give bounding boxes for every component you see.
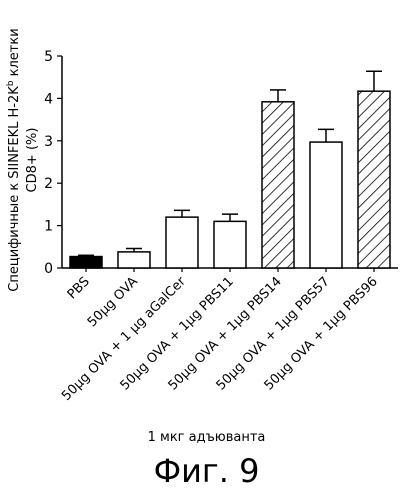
bar bbox=[309, 141, 343, 269]
y-tick-label: 0 bbox=[44, 261, 53, 277]
y-tick-label: 1 bbox=[44, 219, 53, 235]
bars bbox=[69, 70, 391, 269]
bar bbox=[117, 251, 151, 269]
bar bbox=[69, 255, 103, 269]
bar bbox=[357, 90, 391, 269]
y-tick-label: 4 bbox=[44, 91, 53, 107]
y-axis-label-line2: CD8+ (%) bbox=[25, 128, 40, 193]
x-tick-label: PBS bbox=[65, 274, 93, 302]
x-axis-label: 1 мкг адъюванта bbox=[147, 430, 266, 445]
y-tick-label: 3 bbox=[44, 134, 53, 150]
bar bbox=[213, 220, 247, 269]
figure-caption: Фиг. 9 bbox=[153, 452, 260, 490]
y-axis-label-line1: Специфичные к SIINFEKL H-2Kb клетки bbox=[6, 28, 22, 291]
y-tick-label: 5 bbox=[44, 49, 53, 65]
y-tick-label: 2 bbox=[44, 176, 53, 192]
bar bbox=[165, 216, 199, 269]
bar bbox=[261, 101, 295, 269]
